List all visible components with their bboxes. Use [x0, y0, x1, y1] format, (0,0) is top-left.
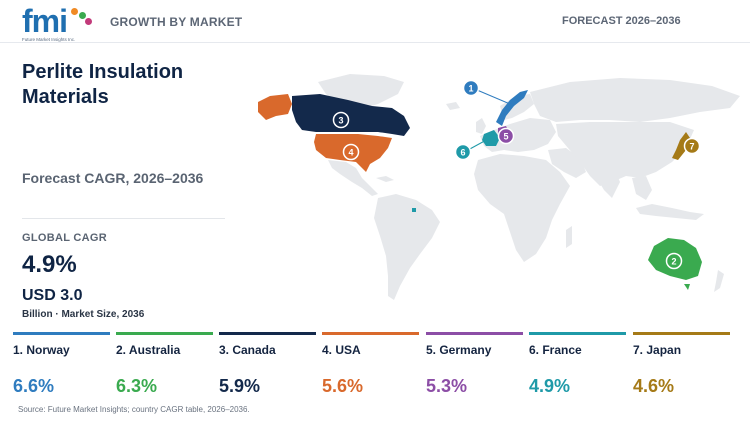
- card-color-bar: [426, 332, 523, 335]
- land-small-island: [412, 208, 416, 212]
- country-name: 5. Germany: [426, 343, 492, 357]
- country-name: 7. Japan: [633, 343, 682, 357]
- rank-marker-label: 4: [348, 148, 353, 158]
- logo-dot-pink: [85, 18, 92, 25]
- land-norway: [496, 90, 528, 126]
- land-japan: [672, 132, 690, 160]
- cagr-heading: Forecast CAGR, 2026–2036: [22, 170, 204, 186]
- rank-marker-australia: 2: [665, 252, 683, 270]
- land-scandinavia: [500, 94, 534, 120]
- rank-marker-label: 3: [338, 116, 343, 126]
- card-color-bar: [529, 332, 626, 335]
- rank-marker-france: 6: [454, 143, 472, 161]
- rank-marker-germany: 5: [497, 127, 515, 145]
- fmi-logo: fmi Future Market Insights Inc.: [22, 3, 92, 44]
- land-alaska: [258, 94, 292, 120]
- land-new-zealand: [714, 270, 724, 292]
- country-cagr: 5.3%: [426, 376, 468, 396]
- rank-marker-label: 1: [468, 84, 473, 94]
- country-name: 4. USA: [322, 343, 361, 357]
- logo-tagline: Future Market Insights Inc.: [22, 37, 76, 42]
- market-size-value: USD 3.0: [22, 287, 83, 304]
- land-tasmania: [684, 284, 690, 290]
- logo-dot-green: [79, 12, 86, 19]
- country-cagr: 6.3%: [116, 376, 158, 396]
- source-note: Source: Future Market Insights; country …: [18, 405, 250, 414]
- land-southeast-asia: [632, 176, 652, 200]
- rank-marker-usa: 4: [342, 143, 360, 161]
- rank-marker-circle: [342, 143, 360, 161]
- land-mexico: [328, 160, 378, 196]
- country-card-canada: 3. Canada 5.9%: [219, 332, 316, 402]
- country-cagr: 5.6%: [322, 376, 364, 396]
- world-map: 1 2 3 4 5 6 7: [258, 74, 740, 300]
- rank-marker-norway: 1: [462, 79, 480, 97]
- land-south-america: [374, 194, 440, 300]
- card-color-bar: [116, 332, 213, 335]
- rank-marker-circle: [462, 79, 480, 97]
- divider: [22, 218, 225, 219]
- rank-marker-label: 5: [503, 132, 508, 142]
- land-iceland: [446, 102, 460, 110]
- market-size-note: Billion · Market Size, 2036: [22, 309, 145, 320]
- country-card-germany: 5. Germany 5.3%: [426, 332, 523, 402]
- country-cagr: 6.6%: [13, 376, 55, 396]
- page-title: Perlite Insulation Materials: [22, 61, 184, 108]
- card-color-bar: [633, 332, 730, 335]
- country-cards: 1. Norway 6.6% 2. Australia 6.3% 3. Cana…: [0, 332, 750, 402]
- country-cagr: 4.9%: [529, 376, 571, 396]
- country-name: 3. Canada: [219, 343, 276, 357]
- land-canada: [292, 94, 410, 136]
- global-cagr-value: 4.9%: [22, 251, 77, 278]
- rank-marker-japan: 7: [683, 137, 701, 155]
- land-indonesia: [636, 204, 704, 220]
- land-india: [598, 168, 620, 198]
- section-label: GROWTH BY MARKET: [110, 15, 243, 29]
- rank-markers: 1 2 3 4 5 6 7: [332, 79, 701, 270]
- card-color-bar: [219, 332, 316, 335]
- country-card-france: 6. France 4.9%: [529, 332, 626, 402]
- leader-line-norway: [476, 89, 511, 105]
- forecast-label: FORECAST 2026–2036: [562, 15, 681, 27]
- rank-marker-circle: [454, 143, 472, 161]
- card-color-bar: [322, 332, 419, 335]
- country-card-japan: 7. Japan 4.6%: [633, 332, 730, 402]
- top-bar: fmi Future Market Insights Inc. GROWTH B…: [0, 0, 750, 43]
- card-color-bar: [13, 332, 110, 335]
- land-africa: [474, 154, 570, 262]
- land-asia: [556, 122, 694, 186]
- country-name: 2. Australia: [116, 343, 181, 357]
- rank-marker-label: 2: [671, 257, 676, 267]
- country-card-australia: 2. Australia 6.3%: [116, 332, 213, 402]
- country-cagr: 5.9%: [219, 376, 261, 396]
- country-cagr: 4.6%: [633, 376, 675, 396]
- land-russia: [530, 78, 740, 122]
- land-france: [482, 130, 500, 146]
- country-card-usa: 4. USA 5.6%: [322, 332, 419, 402]
- land-uk: [476, 118, 486, 134]
- global-cagr-label: GLOBAL CAGR: [22, 232, 107, 244]
- logo-dot-orange: [71, 8, 78, 15]
- rank-marker-circle: [683, 137, 701, 155]
- land-madagascar: [566, 226, 572, 248]
- country-card-norway: 1. Norway 6.6%: [13, 332, 110, 402]
- logo-wordmark: fmi: [22, 3, 68, 39]
- rank-marker-label: 6: [460, 148, 465, 158]
- rank-marker-circle: [497, 127, 515, 145]
- leader-line-france: [467, 137, 491, 151]
- rank-marker-circle: [665, 252, 683, 270]
- rank-marker-circle: [332, 111, 350, 129]
- country-name: 6. France: [529, 343, 582, 357]
- rank-marker-label: 7: [689, 142, 694, 152]
- land-europe: [480, 118, 556, 152]
- rank-marker-canada: 3: [332, 111, 350, 129]
- country-name: 1. Norway: [13, 343, 70, 357]
- land-caribbean: [376, 176, 394, 182]
